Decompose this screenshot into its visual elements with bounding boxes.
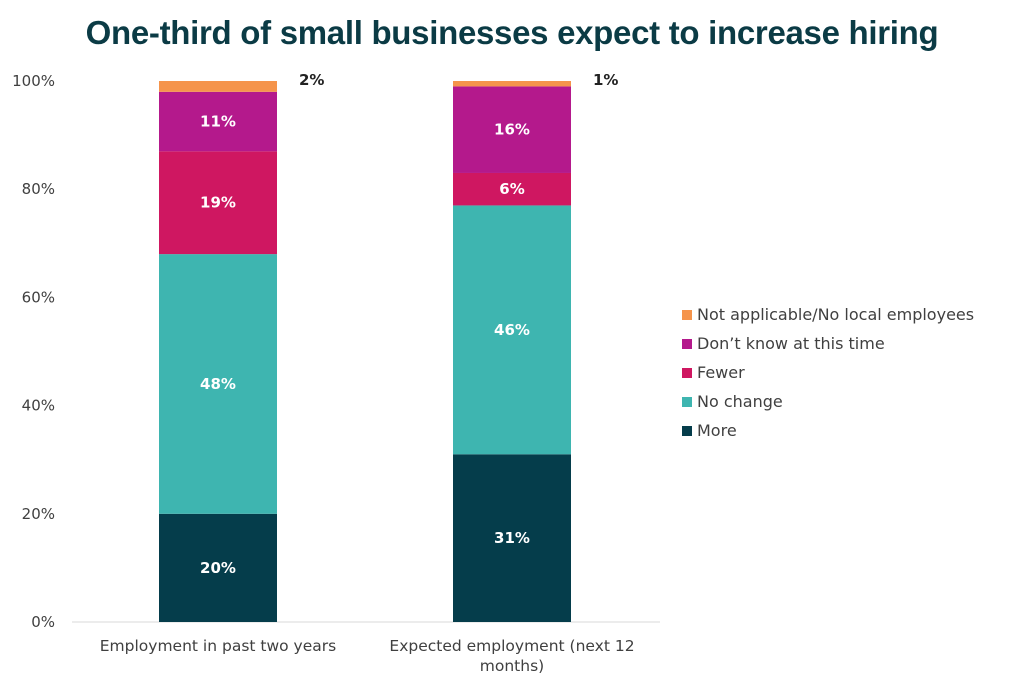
legend-swatch xyxy=(682,310,692,320)
bar-segment-no-change xyxy=(453,205,571,455)
y-tick-label: 40% xyxy=(22,397,55,415)
bar-segment-don-t-know-at-this-time xyxy=(159,91,277,152)
x-category-label: Expected employment (next 12 xyxy=(389,637,634,655)
legend-swatch xyxy=(682,397,692,407)
legend-label: Don’t know at this time xyxy=(697,334,885,353)
legend-label: More xyxy=(697,421,737,440)
bar-segment-more xyxy=(159,513,277,622)
data-labels: 20% 48% 19% 11% 2% 31% 46% 6% 16% 1% xyxy=(200,71,618,577)
y-tick-label: 80% xyxy=(22,180,55,198)
y-tick-label: 60% xyxy=(22,288,55,306)
data-label: 16% xyxy=(494,121,530,139)
bar-segment-fewer xyxy=(453,172,571,206)
legend-swatch xyxy=(682,368,692,378)
y-tick-label: 0% xyxy=(31,613,55,631)
data-label: 1% xyxy=(593,71,618,89)
data-label: 19% xyxy=(200,194,236,212)
y-tick-label: 20% xyxy=(22,505,55,523)
bar-segment-more xyxy=(453,454,571,622)
data-label: 2% xyxy=(299,71,324,89)
bars xyxy=(159,81,571,622)
data-label: 48% xyxy=(200,375,236,393)
x-category-label: Employment in past two years xyxy=(100,637,336,655)
x-category-label: months) xyxy=(480,657,544,675)
bar-segment-don-t-know-at-this-time xyxy=(453,86,571,173)
y-axis: 0% 20% 40% 60% 80% 100% xyxy=(12,72,55,631)
x-axis-labels: Employment in past two years Expected emp… xyxy=(100,637,635,675)
legend-label: Fewer xyxy=(697,363,745,382)
chart-title: One-third of small businesses expect to … xyxy=(85,14,939,51)
legend-swatch xyxy=(682,426,692,436)
legend-label: No change xyxy=(697,392,783,411)
data-label: 20% xyxy=(200,559,236,577)
legend-label: Not applicable/No local employees xyxy=(697,305,974,324)
data-label: 11% xyxy=(200,113,236,131)
legend-swatch xyxy=(682,339,692,349)
bar-segment-no-change xyxy=(159,254,277,514)
y-tick-label: 100% xyxy=(12,72,55,90)
data-label: 31% xyxy=(494,529,530,547)
bar-segment-not-applicable-no-local-employees xyxy=(453,81,571,87)
data-label: 46% xyxy=(494,321,530,339)
data-label: 6% xyxy=(499,180,524,198)
bar-segment-not-applicable-no-local-employees xyxy=(159,81,277,92)
legend: Not applicable/No local employees Don’t k… xyxy=(682,305,974,440)
bar-segment-fewer xyxy=(159,151,277,255)
